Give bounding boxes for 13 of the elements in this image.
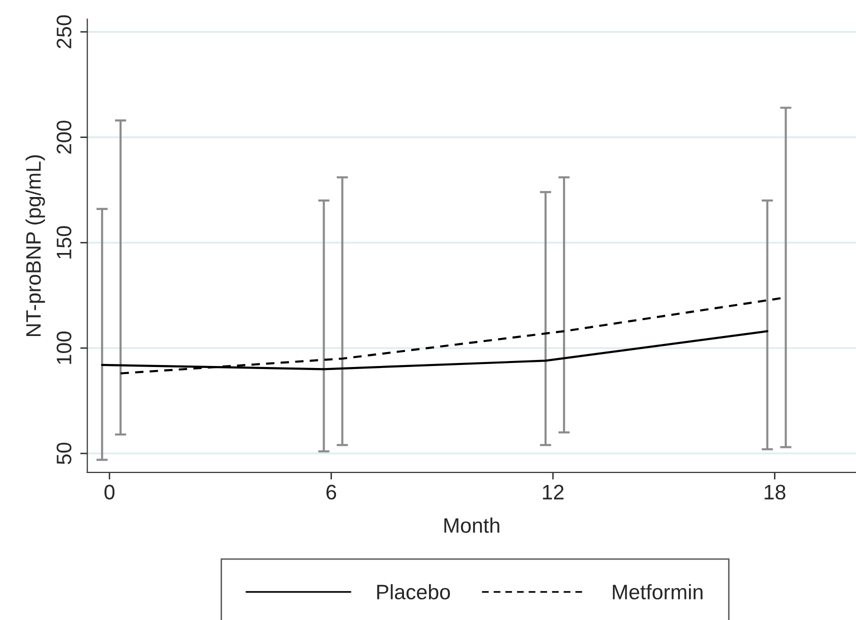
x-tick-label: 0 xyxy=(104,484,114,500)
y-tick-label: 200 xyxy=(56,120,72,154)
y-tick-label: 250 xyxy=(56,15,72,48)
legend-label: Placebo xyxy=(377,584,450,600)
legend-label: Metformin xyxy=(612,584,702,600)
x-tick-label: 6 xyxy=(326,484,336,500)
y-axis-title: NT-proBNP (pg/mL) xyxy=(26,155,45,336)
x-axis-title: Month xyxy=(444,518,500,533)
x-tick-label: 18 xyxy=(764,484,786,500)
y-tick-label: 150 xyxy=(56,226,72,258)
y-tick-label: 50 xyxy=(56,442,72,464)
x-tick-label: 12 xyxy=(542,484,564,500)
y-tick-label: 100 xyxy=(56,332,72,364)
